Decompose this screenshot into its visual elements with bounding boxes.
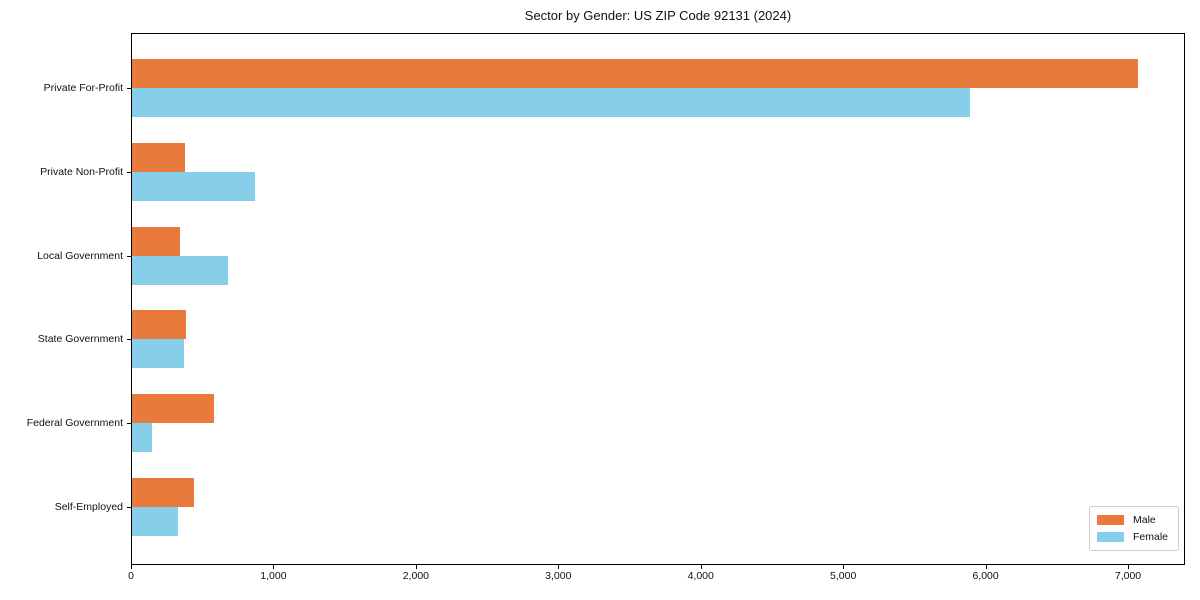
y-label-self-employed: Self-Employed (54, 501, 123, 513)
y-tick-self-employed (127, 507, 131, 508)
x-tick-6000 (985, 565, 987, 569)
y-label-state-government: State Government (37, 333, 123, 346)
bar-female-federal-government (132, 423, 152, 453)
x-tick-5000 (843, 565, 845, 569)
x-tick-label-4000: 4,000 (687, 570, 714, 582)
y-label-private-non-profit: Private Non-Profit (40, 165, 123, 178)
y-tick-local-government (127, 255, 131, 257)
bar-male-state-government (132, 310, 187, 340)
legend: Male Female (1088, 506, 1179, 551)
bar-male-local-government (132, 226, 181, 256)
x-tick-label-5000: 5,000 (830, 570, 857, 582)
chart-title: Sector by Gender: US ZIP Code 92131 (202… (524, 8, 792, 23)
bar-female-private-non-profit (132, 171, 256, 201)
legend-swatch-female (1096, 532, 1124, 542)
bar-male-private-for-profit (132, 59, 1138, 88)
x-tick-2000 (415, 565, 417, 569)
y-tick-private-non-profit (127, 171, 131, 173)
x-tick-0 (131, 565, 132, 569)
x-tick-label-2000: 2,000 (402, 570, 429, 582)
bar-male-self-employed (132, 478, 194, 507)
bar-female-state-government (132, 339, 184, 369)
x-tick-label-6000: 6,000 (972, 570, 999, 582)
x-tick-4000 (700, 565, 702, 569)
legend-row-female: Female (1096, 531, 1168, 543)
x-tick-7000 (1128, 565, 1130, 569)
y-tick-private-for-profit (127, 88, 131, 89)
x-tick-label-0: 0 (128, 570, 134, 582)
bar-female-private-for-profit (132, 88, 970, 117)
x-tick-label-3000: 3,000 (545, 570, 572, 582)
legend-row-male: Male (1096, 514, 1168, 526)
bar-female-local-government (132, 255, 229, 285)
x-tick-label-1000: 1,000 (260, 570, 287, 582)
y-label-federal-government: Federal Government (26, 417, 123, 430)
y-tick-state-government (127, 339, 131, 341)
y-label-private-for-profit: Private For-Profit (43, 82, 123, 94)
x-tick-1000 (273, 565, 275, 569)
x-tick-3000 (558, 565, 560, 569)
y-label-local-government: Local Government (37, 249, 123, 262)
legend-label-female: Female (1132, 531, 1168, 543)
bar-female-self-employed (132, 507, 179, 536)
y-tick-federal-government (127, 423, 131, 425)
x-tick-label-7000: 7,000 (1114, 570, 1142, 582)
plot-area (131, 33, 1185, 565)
legend-label-male: Male (1132, 514, 1156, 526)
bar-male-private-non-profit (132, 142, 185, 172)
legend-swatch-male (1096, 515, 1124, 525)
bar-male-federal-government (132, 394, 214, 424)
